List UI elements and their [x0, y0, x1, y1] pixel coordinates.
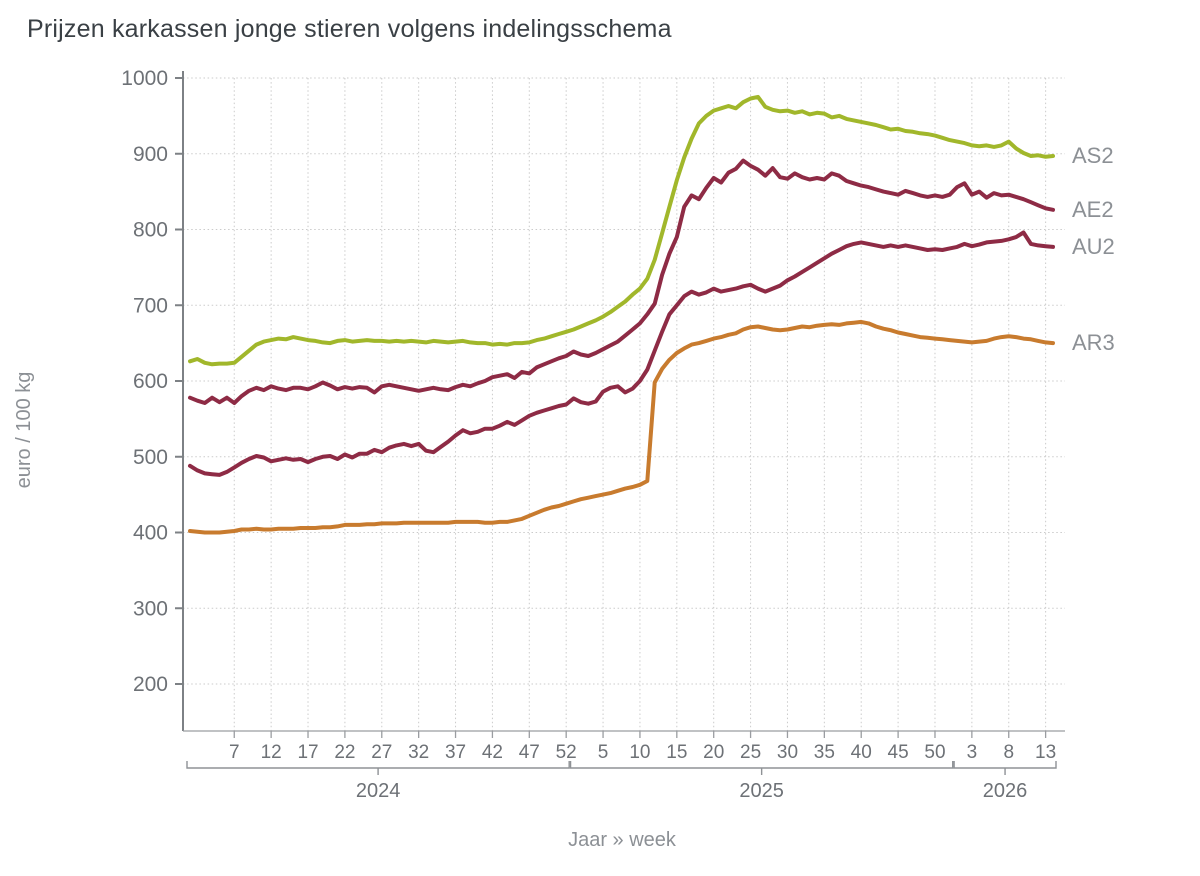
- y-axis-title: euro / 100 kg: [13, 372, 35, 489]
- year-label: 2024: [356, 780, 401, 802]
- week-label: 35: [814, 742, 835, 763]
- y-tick-label: 400: [133, 522, 168, 545]
- year-bracket: [953, 761, 1057, 775]
- series-line-as2: [188, 94, 1055, 367]
- y-tick-label: 600: [133, 370, 168, 393]
- week-label: 13: [1035, 742, 1056, 763]
- week-label: 32: [408, 742, 429, 763]
- week-label: 5: [598, 742, 609, 763]
- week-label: 45: [888, 742, 909, 763]
- week-label: 20: [703, 742, 724, 763]
- week-label: 15: [666, 742, 687, 763]
- week-label: 27: [371, 742, 392, 763]
- series-label-au2: AU2: [1072, 234, 1115, 259]
- week-label: 7: [229, 742, 240, 763]
- week-label: 8: [1003, 742, 1014, 763]
- y-tick-label: 300: [133, 597, 168, 620]
- series-line-au2: [188, 230, 1055, 477]
- week-label: 47: [519, 742, 540, 763]
- year-label: 2026: [983, 780, 1028, 802]
- year-label: 2025: [739, 780, 784, 802]
- y-tick-label: 500: [133, 446, 168, 469]
- year-bracket: [569, 761, 954, 775]
- series-line-ar3: [188, 319, 1055, 535]
- y-tick-label: 700: [133, 294, 168, 317]
- week-label: 3: [967, 742, 978, 763]
- series-label-ar3: AR3: [1072, 330, 1115, 355]
- week-label: 30: [777, 742, 798, 763]
- week-label: 10: [629, 742, 650, 763]
- y-tick-label: 900: [133, 143, 168, 166]
- year-bracket: [186, 761, 570, 775]
- week-label: 40: [851, 742, 872, 763]
- series-line-ae2: [188, 158, 1055, 405]
- week-label: 12: [261, 742, 282, 763]
- week-label: 25: [740, 742, 761, 763]
- week-label: 22: [334, 742, 355, 763]
- week-label: 50: [924, 742, 945, 763]
- week-label: 52: [556, 742, 577, 763]
- x-axis-title: Jaar » week: [568, 829, 677, 851]
- chart-title: Prijzen karkassen jonge stieren volgens …: [27, 15, 672, 43]
- y-tick-label: 1000: [121, 67, 168, 90]
- week-label: 17: [297, 742, 318, 763]
- week-label: 42: [482, 742, 503, 763]
- plot-area: 200 300 400 500 600 700 800 900 1000 7 12 17 22 27 32 3…: [121, 67, 1115, 802]
- y-tick-label: 800: [133, 219, 168, 242]
- week-label: 37: [445, 742, 466, 763]
- series-label-ae2: AE2: [1072, 197, 1114, 222]
- y-tick-label: 200: [133, 673, 168, 696]
- series-label-as2: AS2: [1072, 143, 1114, 168]
